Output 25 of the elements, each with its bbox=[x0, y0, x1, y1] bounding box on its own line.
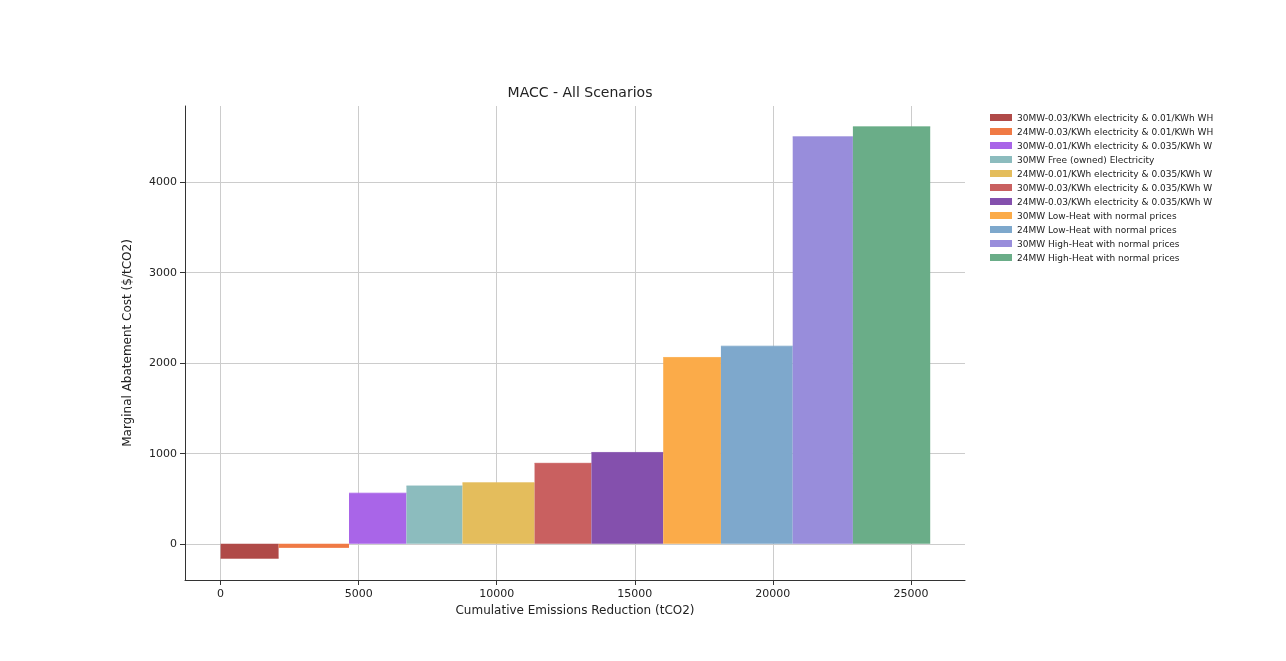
legend-label: 30MW-0.03/KWh electricity & 0.035/KWh W bbox=[1017, 182, 1213, 193]
legend-label: 30MW-0.01/KWh electricity & 0.035/KWh W bbox=[1017, 140, 1213, 151]
legend-label: 30MW Free (owned) Electricity bbox=[1017, 154, 1156, 165]
y-tick-label: 4000 bbox=[149, 175, 177, 189]
legend-label: 24MW-0.03/KWh electricity & 0.01/KWh WH bbox=[1017, 126, 1214, 137]
legend-label: 30MW Low-Heat with normal prices bbox=[1017, 210, 1177, 221]
legend-label: 30MW High-Heat with normal prices bbox=[1017, 238, 1180, 249]
y-axis-title: Marginal Abatement Cost ($/tCO2) bbox=[120, 239, 134, 447]
y-tick-label: 0 bbox=[170, 537, 177, 551]
y-tick-label: 3000 bbox=[149, 265, 177, 279]
x-tick-label: 5000 bbox=[344, 587, 373, 600]
x-tick-label: 15000 bbox=[617, 587, 653, 600]
x-tick-label: 0 bbox=[217, 587, 225, 600]
x-tick-label: 20000 bbox=[755, 587, 791, 600]
legend-label: 24MW-0.03/KWh electricity & 0.035/KWh W bbox=[1017, 196, 1213, 207]
legend-label: 24MW Low-Heat with normal prices bbox=[1017, 224, 1177, 235]
y-tick-label: 1000 bbox=[149, 446, 177, 460]
y-tick-label: 2000 bbox=[149, 356, 177, 370]
x-axis-title: Cumulative Emissions Reduction (tCO2) bbox=[455, 602, 695, 617]
x-tick-label: 25000 bbox=[893, 587, 929, 600]
legend-label: 30MW-0.03/KWh electricity & 0.01/KWh WH bbox=[1017, 112, 1214, 123]
legend-label: 24MW-0.01/KWh electricity & 0.035/KWh W bbox=[1017, 168, 1213, 179]
x-tick-label: 10000 bbox=[479, 587, 515, 600]
legend-label: 24MW High-Heat with normal prices bbox=[1017, 252, 1180, 263]
chart-title: MACC - All Scenarios bbox=[507, 84, 653, 100]
